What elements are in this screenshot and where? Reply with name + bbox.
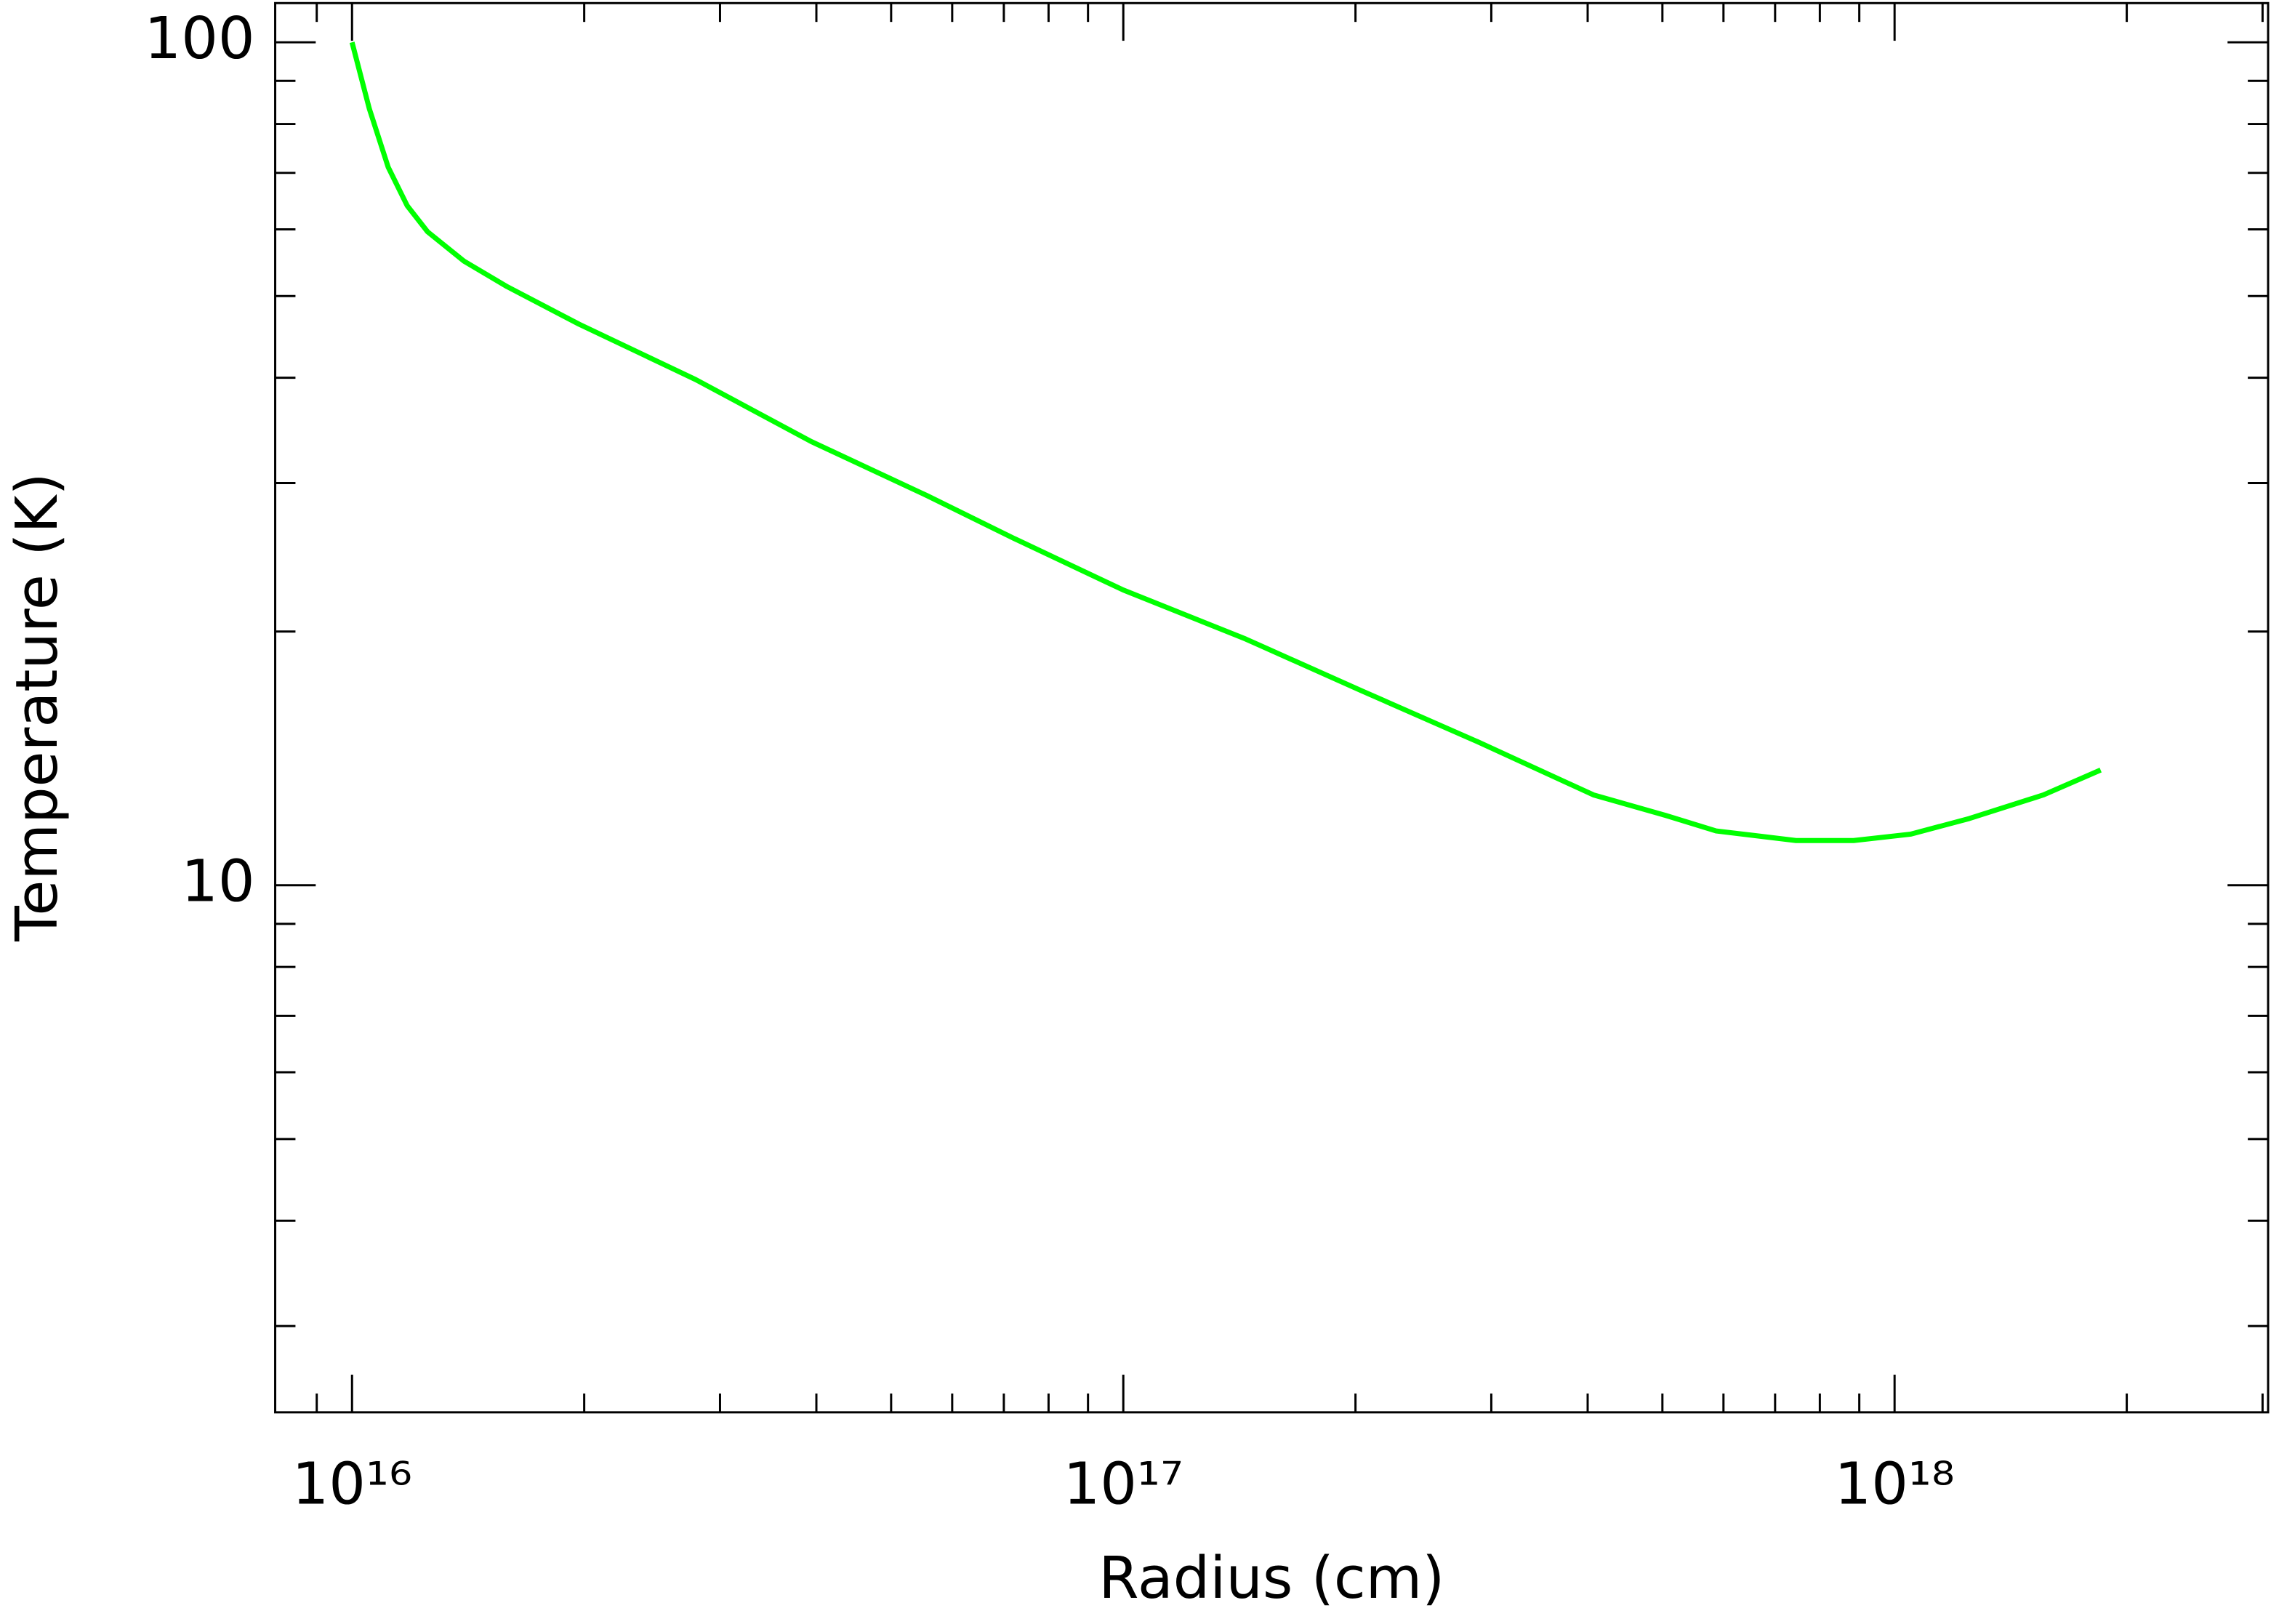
x-axis-label: Radius (cm)	[1098, 1544, 1444, 1612]
plot-frame	[274, 1, 2270, 1414]
x-tick-label: 10¹⁸	[1835, 1450, 1955, 1517]
y-axis-label: Temperature (K)	[3, 473, 71, 942]
x-tick-label: 10¹⁶	[292, 1450, 412, 1517]
data-line	[349, 41, 2102, 843]
y-tick-label: 100	[145, 4, 255, 72]
y-tick-label: 10	[181, 848, 254, 915]
x-tick-label: 10¹⁷	[1064, 1450, 1183, 1517]
